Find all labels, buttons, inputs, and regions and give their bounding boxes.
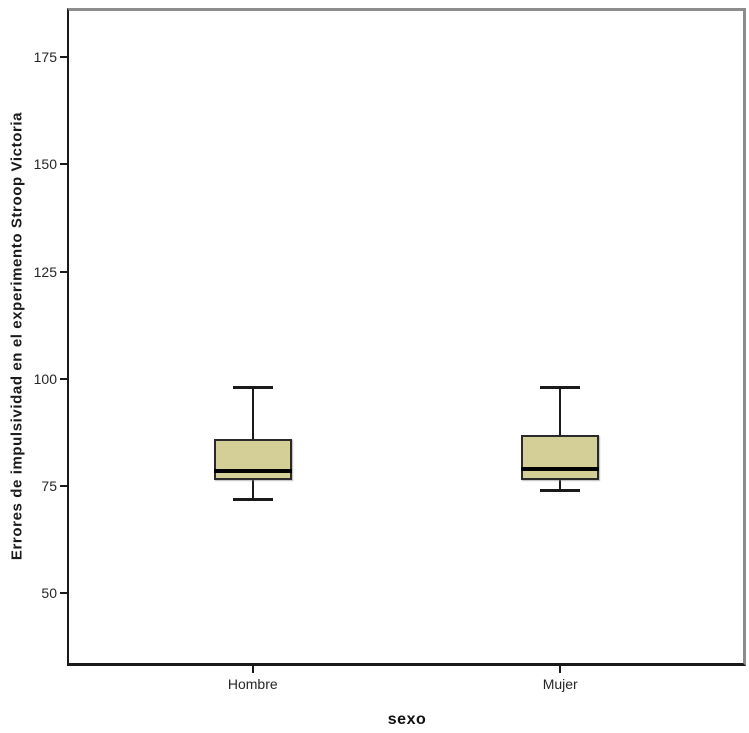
y-axis-tick-label: 175 (33, 49, 57, 66)
x-axis-tick-label: Hombre (227, 676, 278, 692)
lower-whisker-stem (559, 479, 562, 491)
upper-whisker-stem (251, 387, 254, 439)
y-axis-tick (60, 377, 68, 380)
x-axis-tick (559, 666, 562, 673)
lower-whisker-cap (540, 489, 581, 493)
lower-whisker-stem (251, 479, 254, 499)
plot-area (67, 8, 746, 666)
y-axis-tick-label: 100 (33, 370, 57, 387)
y-axis-tick (60, 56, 68, 59)
y-axis-tick (60, 484, 68, 487)
boxplot-box-hombre (213, 438, 292, 480)
median-line-mujer (521, 466, 600, 471)
x-axis-tick-label: Mujer (542, 676, 578, 692)
upper-whisker-cap (540, 386, 581, 390)
x-axis-tick (251, 666, 254, 673)
upper-whisker-cap (232, 386, 273, 390)
x-axis-title: sexo (387, 711, 427, 728)
y-axis-tick-label: 75 (41, 477, 57, 494)
y-axis-tick-label: 50 (41, 585, 57, 602)
y-axis-tick (60, 592, 68, 595)
upper-whisker-stem (559, 387, 562, 435)
y-axis-tick-label: 125 (33, 263, 57, 280)
lower-whisker-cap (232, 497, 273, 501)
median-line-hombre (213, 468, 292, 473)
y-axis-tick (60, 270, 68, 273)
y-axis-tick-label: 150 (33, 156, 57, 173)
y-axis-tick (60, 163, 68, 166)
boxplot-box-mujer (521, 434, 600, 480)
